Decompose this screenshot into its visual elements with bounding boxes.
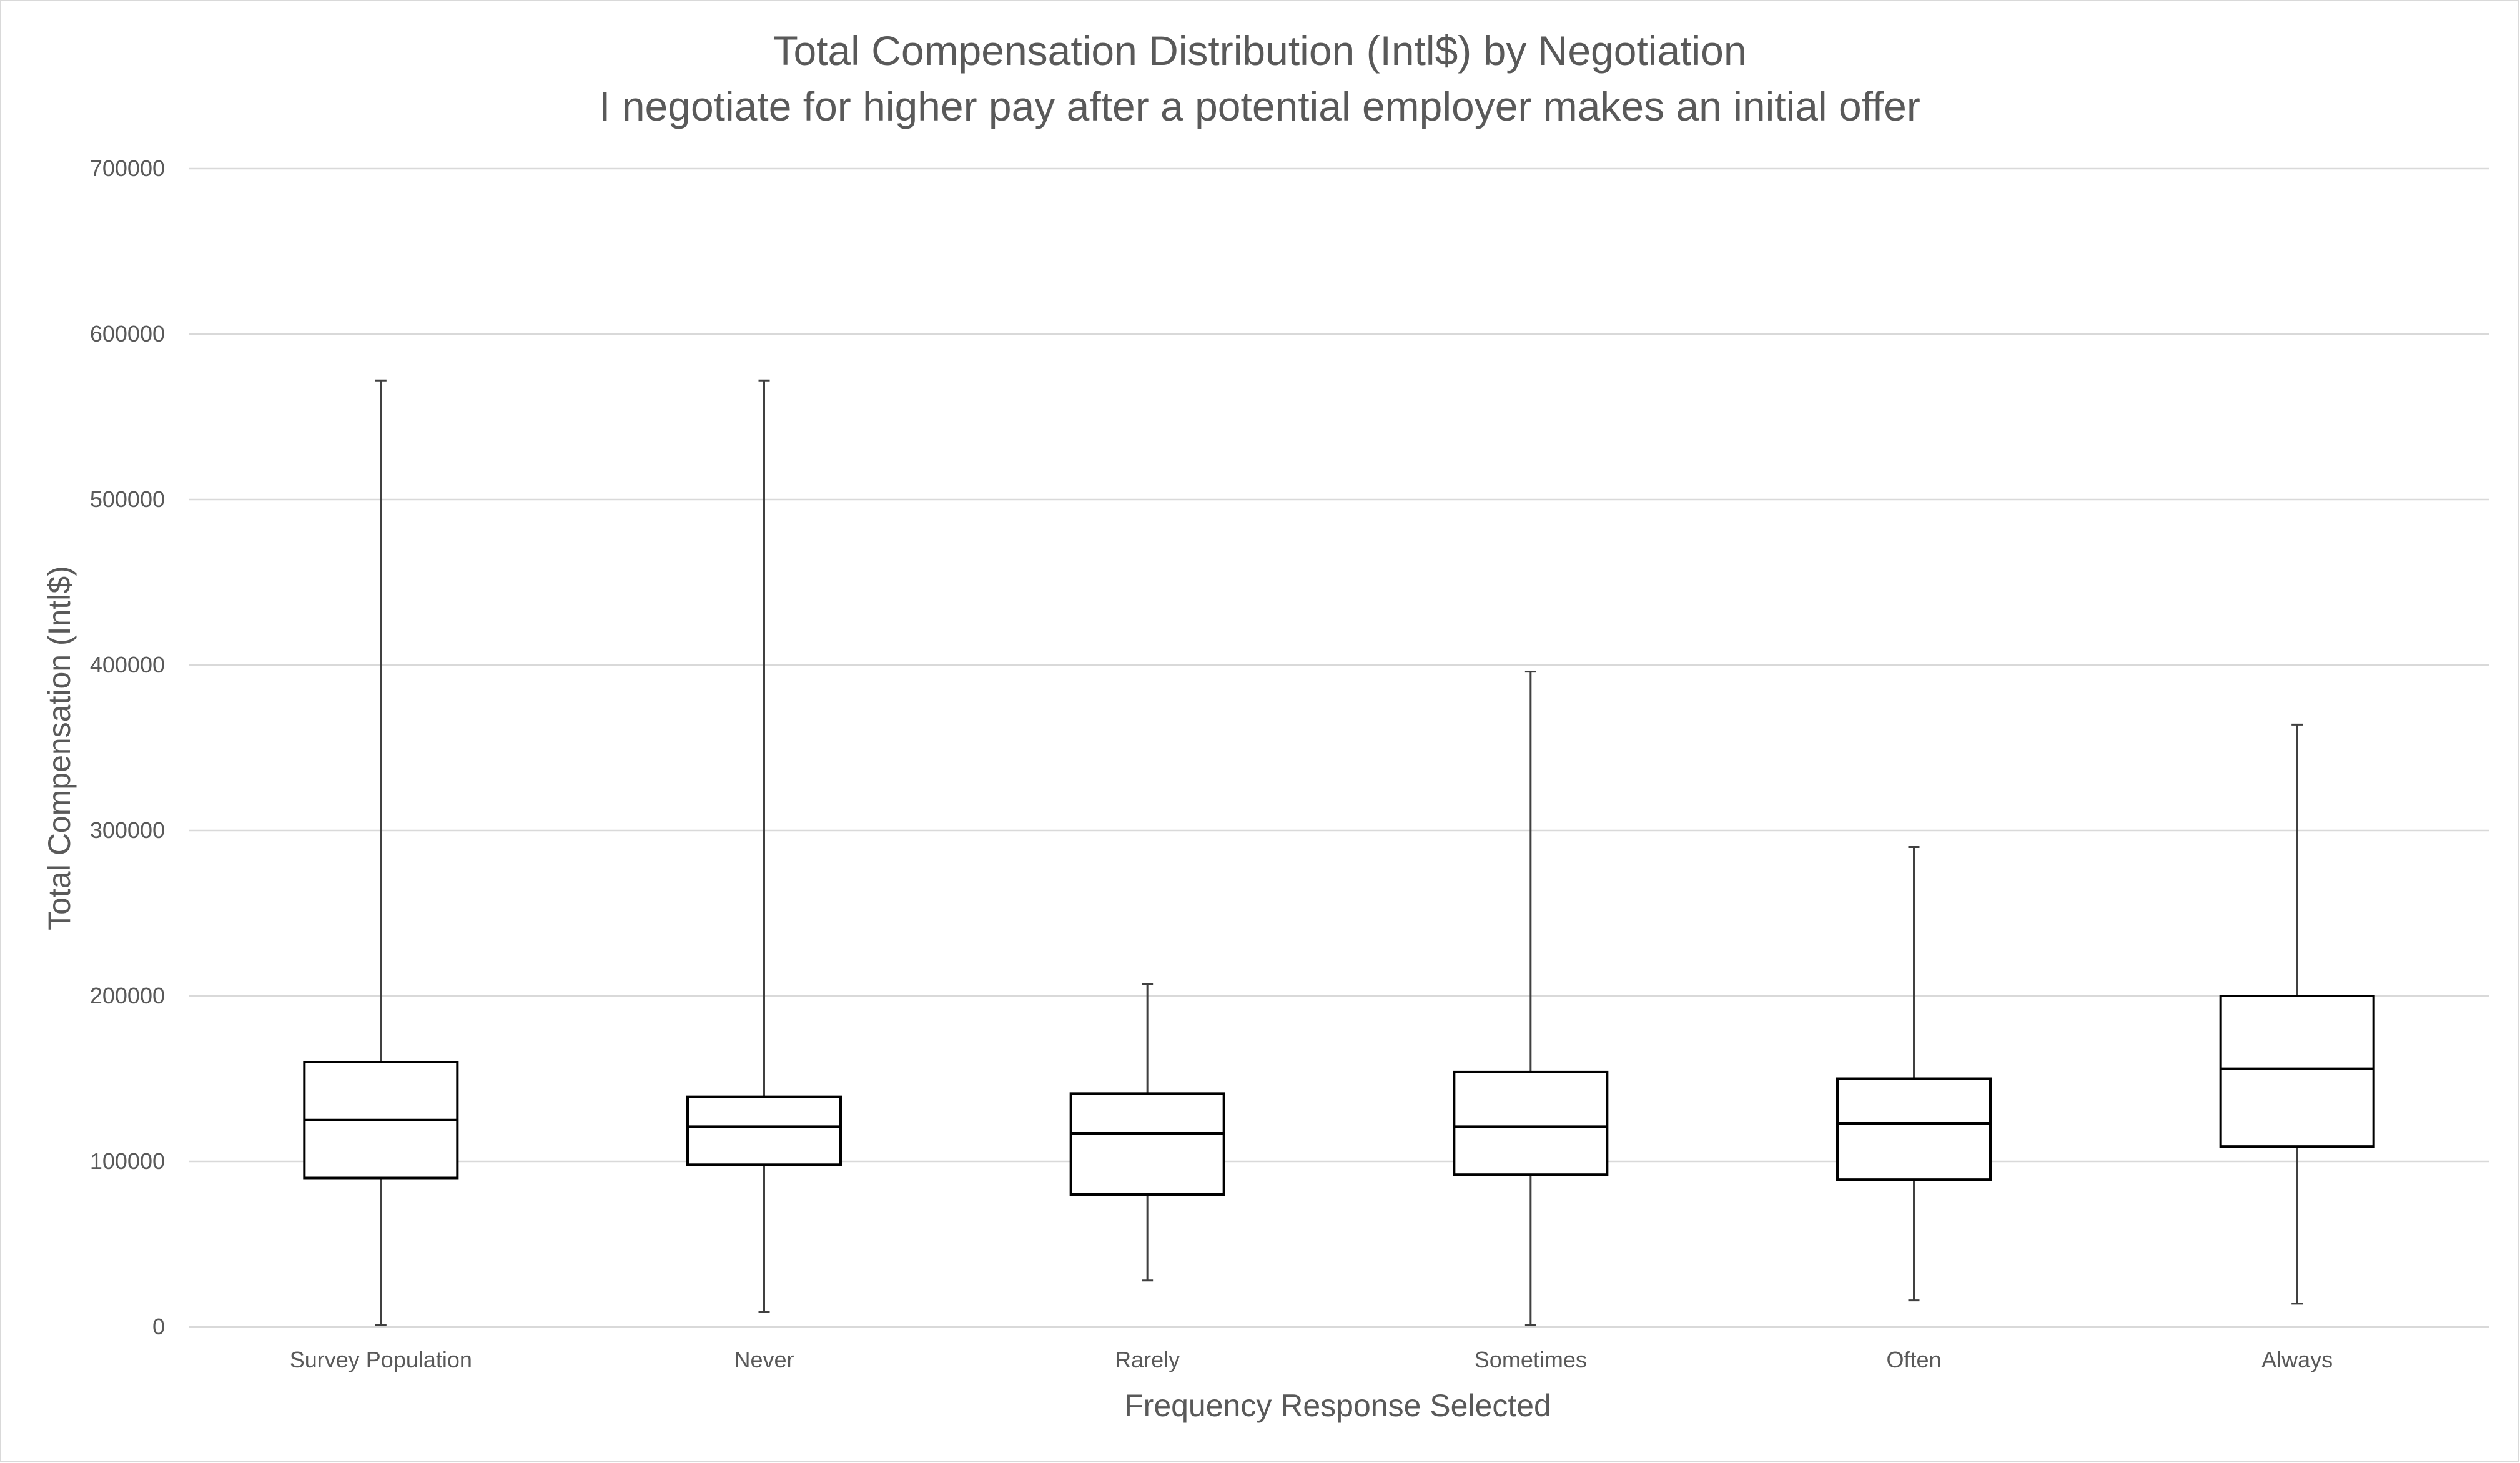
x-tick-label: Rarely [1115,1347,1180,1372]
box-group [1069,983,1225,1282]
iqr-box [2219,995,2375,1148]
x-tick-label: Survey Population [290,1347,472,1372]
chart-subtitle: I negotiate for higher pay after a poten… [599,83,1920,129]
chart-title: Total Compensation Distribution (Intl$) … [773,27,1746,74]
box-group [1836,846,1992,1302]
y-tick-label: 100000 [90,1148,165,1174]
iqr-box [686,1095,842,1166]
x-tick-label: Never [734,1347,794,1372]
box-group [1453,671,1609,1326]
box-series [303,379,2375,1326]
y-tick-label: 600000 [90,321,165,347]
y-tick-label: 400000 [90,652,165,677]
iqr-box [1453,1070,1609,1176]
x-tick-label: Sometimes [1475,1347,1587,1372]
x-tick-label: Always [2261,1347,2333,1372]
box-group [303,379,459,1326]
gridlines [189,167,2489,1328]
y-axis-title: Total Compensation (Intl$) [42,566,77,930]
iqr-box [1069,1092,1225,1196]
x-axis-tick-labels: Survey Population Never Rarely Sometimes Oft… [290,1347,2333,1372]
box-group [2219,723,2375,1305]
y-tick-label: 700000 [90,155,165,181]
y-axis-tick-labels: 0 100000 200000 300000 400000 500000 600000 700… [90,155,165,1339]
x-axis-title: Frequency Response Selected [1124,1388,1551,1423]
y-tick-label: 200000 [90,983,165,1008]
y-tick-label: 0 [152,1314,165,1339]
x-tick-label: Often [1886,1347,1941,1372]
box-group [686,379,842,1313]
iqr-box [1836,1077,1992,1181]
y-tick-label: 500000 [90,486,165,512]
y-tick-label: 300000 [90,817,165,843]
